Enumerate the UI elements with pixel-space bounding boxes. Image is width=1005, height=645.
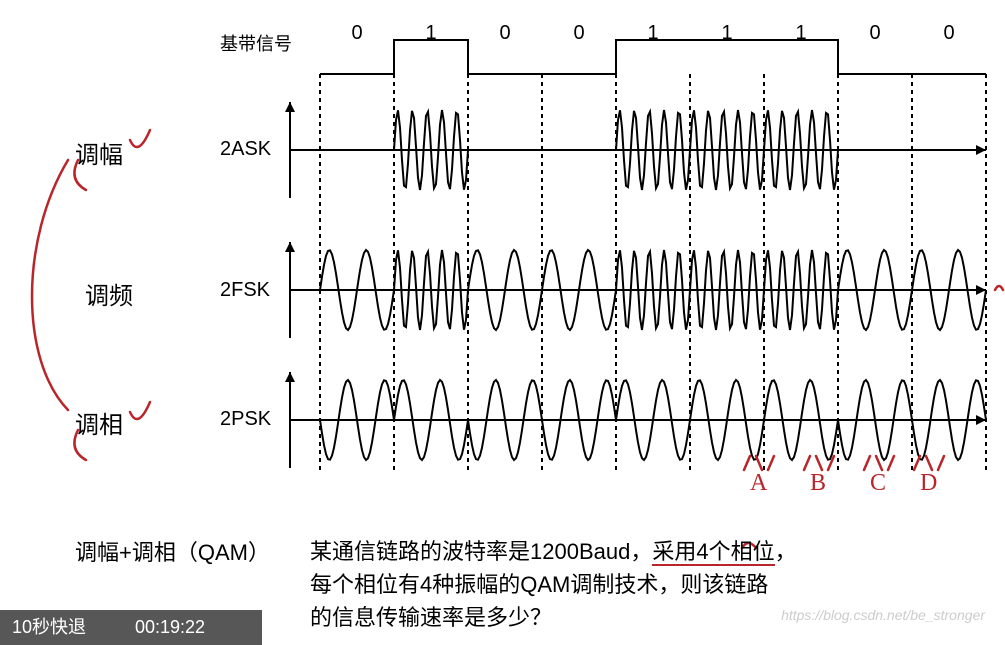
qam-label: 调幅+调相（QAM） [75, 535, 270, 567]
overlay-label: 10秒快退 [12, 617, 86, 637]
question-line1a: 某通信链路的波特率是1200Baud， [310, 539, 652, 564]
overlay-time: 00:19:22 [135, 610, 205, 645]
question-line2: 每个相位有4种振幅的QAM调制技术，则该链路 [310, 572, 768, 597]
annotation-b: B [810, 470, 826, 497]
video-overlay[interactable]: 10秒快退 00:19:22 [0, 610, 262, 645]
annotation-c: C [870, 470, 886, 497]
diagram-container: 基带信号 010011100 调幅 2ASK 调频 2FSK 调相 2PSK A… [0, 0, 1005, 645]
annotation-a: A [750, 470, 767, 497]
watermark: https://blog.csdn.net/be_stronger [781, 607, 985, 623]
question-line1c: ， [775, 539, 797, 564]
annotation-d: D [920, 470, 937, 497]
question-line1b: 采用4个相位 [652, 539, 774, 566]
question-line3: 的信息传输速率是多少？ [310, 605, 552, 630]
